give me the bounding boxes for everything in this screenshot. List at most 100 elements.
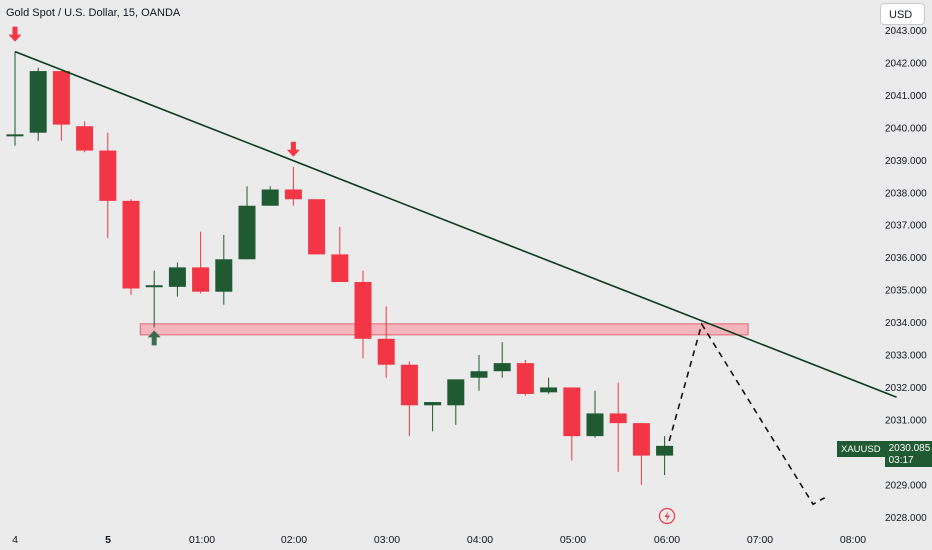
- projection-path: [668, 322, 826, 506]
- candle-body: [76, 126, 94, 151]
- candle: [238, 186, 256, 260]
- candle-body: [447, 379, 465, 406]
- last-price-label: XAUUSD 2030.085 03:17: [837, 441, 932, 467]
- candle-body: [215, 259, 233, 292]
- y-tick-label: 2028.000: [885, 513, 927, 524]
- candle: [470, 355, 488, 391]
- x-tick-label: 06:00: [654, 534, 680, 546]
- candle: [284, 166, 302, 206]
- candle-body: [29, 71, 47, 133]
- symbol-tag: XAUUSD: [837, 441, 885, 457]
- candle-body: [308, 199, 326, 255]
- candle-body: [377, 338, 395, 365]
- last-price-value: 2030.085 03:17: [884, 441, 932, 467]
- chart-title: Gold Spot / U.S. Dollar, 15, OANDA: [6, 7, 181, 19]
- candle-body: [99, 150, 117, 201]
- y-tick-label: 2032.000: [885, 383, 927, 394]
- candle: [145, 270, 163, 328]
- candle-body: [192, 267, 210, 292]
- candle-body: [424, 402, 442, 406]
- currency-button[interactable]: USD: [880, 3, 925, 25]
- candle: [99, 132, 117, 239]
- candle: [400, 361, 418, 437]
- x-tick-label: 07:00: [747, 534, 773, 546]
- y-tick-label: 2040.000: [885, 123, 927, 134]
- candle-body: [470, 371, 488, 378]
- candle-body: [609, 413, 627, 424]
- candle-body: [331, 254, 349, 282]
- candle: [261, 186, 279, 206]
- candle: [540, 377, 558, 394]
- icon-bolt: [664, 511, 670, 522]
- arrow-down-icon: [8, 26, 22, 42]
- candle-body: [563, 387, 581, 437]
- candle: [493, 342, 511, 378]
- candle: [122, 199, 140, 295]
- x-tick-label: 02:00: [281, 534, 307, 546]
- candle: [563, 387, 581, 461]
- candle: [516, 359, 534, 396]
- candle-body: [493, 363, 511, 372]
- resistance-zone: [139, 323, 749, 336]
- lightning-circle-icon: [658, 507, 676, 525]
- y-tick-label: 2035.000: [885, 286, 927, 297]
- candle-body: [145, 285, 163, 288]
- candle-body: [540, 387, 558, 393]
- candle: [656, 436, 674, 476]
- candle-body: [400, 364, 418, 406]
- x-tick-label: 04:00: [467, 534, 493, 546]
- candle-body: [261, 189, 279, 206]
- candle: [632, 423, 650, 485]
- candle: [76, 121, 94, 153]
- candle: [29, 67, 47, 141]
- candle: [609, 382, 627, 472]
- candle: [331, 226, 349, 282]
- arrow-up-icon: [147, 330, 161, 346]
- candle-body: [632, 423, 650, 456]
- y-tick-label: 2037.000: [885, 221, 927, 232]
- y-tick-label: 2031.000: [885, 415, 927, 426]
- candle: [168, 262, 186, 297]
- candle: [215, 234, 233, 305]
- candle-body: [52, 71, 70, 125]
- y-tick-label: 2041.000: [885, 91, 927, 102]
- candle: [192, 231, 210, 294]
- candle-body: [6, 134, 24, 137]
- candle-body: [168, 267, 186, 287]
- arrow-down-icon: [286, 141, 300, 157]
- candle: [447, 379, 465, 425]
- trendline: [14, 50, 897, 398]
- y-tick-label: 2042.000: [885, 58, 927, 69]
- x-tick-label: 08:00: [840, 534, 866, 546]
- candle: [308, 199, 326, 255]
- candle: [424, 402, 442, 432]
- y-tick-label: 2036.000: [885, 253, 927, 264]
- candle-body: [656, 445, 674, 456]
- x-tick-label: 03:00: [374, 534, 400, 546]
- y-tick-label: 2034.000: [885, 318, 927, 329]
- x-tick-label: 4: [12, 534, 18, 546]
- y-tick-label: 2033.000: [885, 351, 927, 362]
- candle: [354, 270, 372, 359]
- candle-body: [516, 363, 534, 394]
- y-tick-label: 2038.000: [885, 188, 927, 199]
- candle: [377, 306, 395, 378]
- y-tick-label: 2043.000: [885, 26, 927, 37]
- candle-body: [586, 413, 604, 437]
- candle: [586, 390, 604, 438]
- x-tick-label: 01:00: [189, 534, 215, 546]
- y-tick-label: 2029.000: [885, 480, 927, 491]
- y-tick-label: 2039.000: [885, 156, 927, 167]
- bar-countdown: 03:17: [888, 455, 914, 466]
- x-tick-label: 5: [105, 534, 111, 546]
- x-tick-label: 05:00: [560, 534, 586, 546]
- candle-body: [122, 200, 140, 289]
- candle-body: [284, 189, 302, 200]
- icon-ring: [658, 507, 676, 525]
- candle: [6, 51, 24, 146]
- candle-body: [354, 281, 372, 339]
- candle: [52, 71, 70, 141]
- last-price: 2030.085: [888, 443, 931, 454]
- candle-body: [238, 205, 256, 260]
